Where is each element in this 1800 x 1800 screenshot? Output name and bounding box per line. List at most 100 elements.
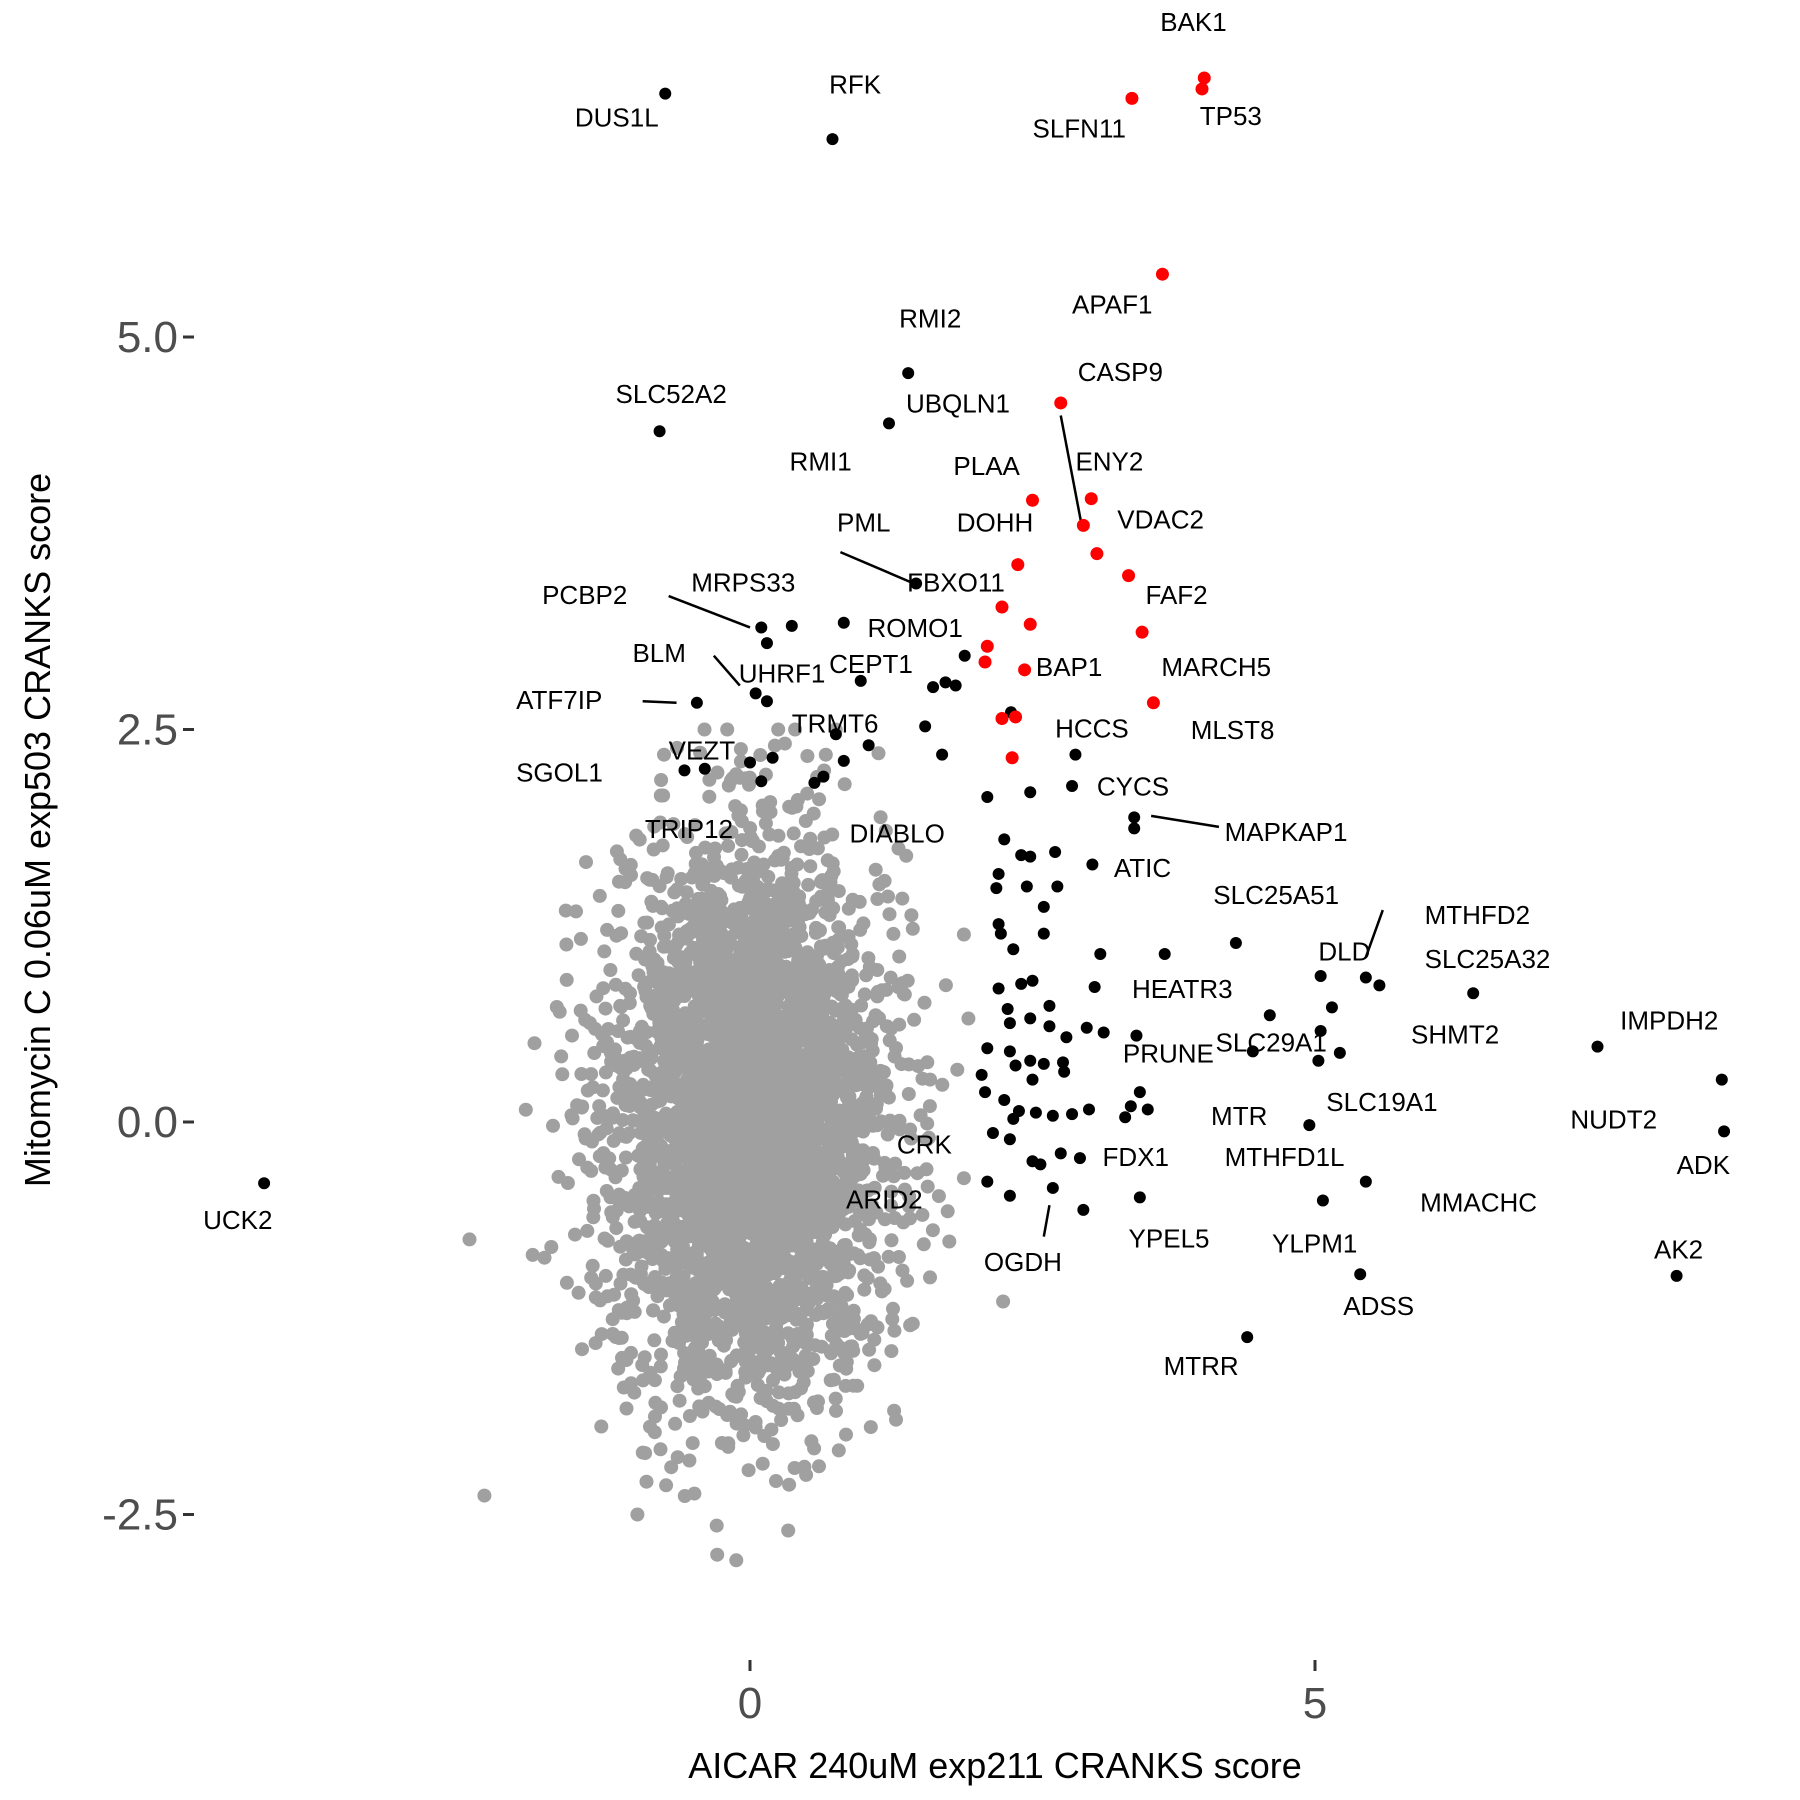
highlighted-gene-points — [258, 87, 1731, 1344]
background-point — [624, 868, 638, 883]
background-point — [695, 1404, 710, 1419]
gene-labels: BAK1 TP53 SLFN11 DUS1L RFK APAF1 RMI2 CASP9 UBQL… — [203, 7, 1731, 1381]
background-point — [931, 1189, 946, 1204]
background-point — [640, 915, 655, 930]
background-point — [788, 931, 802, 946]
background-point — [625, 1113, 640, 1128]
background-point — [764, 1422, 779, 1437]
background-point — [779, 1081, 794, 1096]
background-point — [662, 1298, 677, 1313]
gene-point — [1043, 999, 1056, 1012]
background-point — [840, 1090, 854, 1105]
background-point — [800, 945, 815, 960]
gene-label: NUDT2 — [1570, 1104, 1657, 1134]
background-point — [671, 934, 686, 949]
background-point — [635, 1083, 649, 1098]
background-point — [673, 989, 688, 1004]
background-point — [709, 1518, 724, 1533]
gene-point — [1003, 1017, 1016, 1030]
background-point — [674, 1284, 689, 1299]
background-point — [684, 870, 699, 885]
background-point — [772, 1052, 787, 1067]
background-point — [605, 1327, 620, 1341]
background-point — [587, 1201, 601, 1216]
background-point — [613, 1276, 628, 1291]
leader-line — [839, 550, 915, 585]
background-point — [855, 1154, 870, 1169]
background-point — [825, 1212, 840, 1227]
background-point — [653, 1182, 668, 1197]
gene-point — [1133, 1086, 1146, 1099]
background-point — [709, 1123, 724, 1137]
background-point — [797, 1250, 812, 1265]
background-point — [809, 894, 824, 909]
gene-point — [1077, 1203, 1090, 1216]
background-point — [615, 1128, 630, 1143]
background-point — [846, 1378, 861, 1393]
gene-point — [1359, 971, 1372, 984]
background-point — [734, 963, 749, 978]
background-point — [686, 1027, 700, 1042]
background-point — [705, 939, 720, 953]
background-point — [784, 860, 799, 875]
gene-point — [1128, 822, 1141, 835]
background-point — [882, 1033, 897, 1048]
gene-point — [766, 751, 779, 764]
background-point — [742, 1361, 757, 1376]
background-point — [668, 1197, 683, 1211]
background-point — [605, 1110, 620, 1125]
background-point — [829, 1403, 843, 1418]
background-point — [874, 1114, 889, 1129]
background-point — [633, 1125, 648, 1140]
background-point — [818, 1145, 833, 1159]
background-point — [654, 1347, 668, 1362]
background-point — [881, 1090, 896, 1105]
background-point — [571, 1285, 586, 1300]
background-point — [655, 838, 670, 853]
background-point — [775, 1218, 790, 1233]
background-point — [707, 858, 722, 873]
background-point — [628, 1031, 643, 1046]
background-point — [850, 1037, 864, 1052]
gene-label: PLAA — [953, 451, 1020, 481]
background-point — [587, 1046, 602, 1060]
gene-point — [936, 748, 949, 761]
background-point — [799, 1327, 814, 1342]
gene-point — [910, 577, 923, 590]
apoptosis-point — [1018, 663, 1032, 677]
gene-point — [981, 1175, 994, 1188]
background-point — [897, 1182, 912, 1197]
gene-point — [1051, 880, 1064, 893]
background-point — [845, 1163, 860, 1178]
background-point — [825, 827, 840, 842]
gene-label: HCCS — [1055, 713, 1129, 743]
gene-point — [1097, 1026, 1110, 1039]
gene-label: MLST8 — [1191, 715, 1275, 745]
background-point — [565, 1111, 580, 1126]
gene-point — [1354, 1268, 1367, 1281]
background-point — [693, 956, 708, 971]
background-point — [555, 1067, 570, 1082]
background-point — [748, 1017, 763, 1032]
gene-label: SLFN11 — [1033, 114, 1126, 144]
background-point — [867, 1358, 882, 1373]
gene-label: CYCS — [1097, 771, 1169, 801]
background-point — [623, 986, 637, 1001]
gene-point — [1046, 1109, 1059, 1122]
background-point — [756, 1272, 771, 1287]
gene-point — [653, 425, 666, 438]
gene-point — [1314, 969, 1327, 982]
background-point — [961, 1011, 976, 1026]
gene-point — [1020, 880, 1033, 893]
background-point — [740, 989, 755, 1004]
gene-point — [1325, 1001, 1338, 1014]
background-point — [644, 894, 659, 909]
apoptosis-point — [1009, 710, 1023, 724]
background-point — [619, 1306, 634, 1321]
background-point — [792, 1131, 807, 1146]
background-point — [623, 857, 638, 872]
gene-point — [1130, 1029, 1143, 1042]
background-point — [831, 1443, 846, 1458]
background-point — [688, 924, 702, 939]
background-point — [754, 1073, 769, 1088]
